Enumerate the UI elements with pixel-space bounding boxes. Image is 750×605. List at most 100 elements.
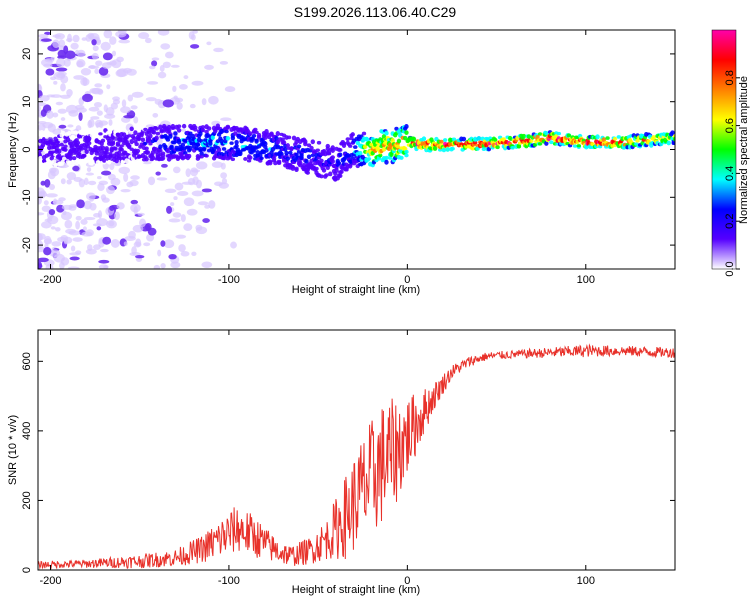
heatmap-ridge-cell xyxy=(234,139,239,145)
heatmap-ridge-cell xyxy=(285,143,291,148)
heatmap-ridge-cell xyxy=(264,147,269,153)
heatmap-ridge-cell xyxy=(221,147,227,151)
heatmap-noise-cell xyxy=(38,257,49,263)
heatmap-noise-cell xyxy=(66,179,72,185)
heatmap-noise-cell xyxy=(157,71,167,79)
heatmap-noise-cell xyxy=(202,218,210,223)
heatmap-ridge-cell xyxy=(348,144,353,148)
heatmap-ridge-cell xyxy=(48,134,53,138)
heatmap-noise-cell xyxy=(80,219,88,225)
heatmap-noise-cell xyxy=(64,50,76,59)
heatmap-ridge-cell xyxy=(404,130,409,135)
heatmap-noise-cell xyxy=(43,63,53,68)
heatmap-noise-cell xyxy=(192,176,199,186)
heatmap-ridge-cell xyxy=(389,152,394,157)
heatmap-noise-cell xyxy=(181,181,193,185)
y-tick-label: 0 xyxy=(21,146,33,152)
heatmap-noise-cell xyxy=(147,227,157,236)
heatmap-ridge-cell xyxy=(234,143,239,149)
heatmap-ridge-cell xyxy=(253,127,258,132)
heatmap-noise-cell xyxy=(160,43,171,50)
y-tick-label: 0 xyxy=(21,567,33,573)
heatmap-ridge-cell xyxy=(324,173,329,178)
heatmap-ridge-cell xyxy=(361,131,367,136)
heatmap-ridge-cell xyxy=(670,130,675,135)
heatmap-ridge-cell xyxy=(92,134,97,140)
heatmap-noise-cell xyxy=(172,166,181,174)
heatmap-noise-cell xyxy=(54,33,65,40)
heatmap-noise-cell xyxy=(157,249,162,257)
heatmap-noise-cell xyxy=(75,250,82,255)
heatmap-noise-cell xyxy=(103,30,113,39)
heatmap-noise-cell xyxy=(172,85,177,93)
y-tick-label: 600 xyxy=(21,352,33,370)
heatmap-ridge-cell xyxy=(289,146,294,152)
heatmap-noise-cell xyxy=(78,112,83,121)
heatmap-noise-cell xyxy=(82,226,87,231)
heatmap-ridge-cell xyxy=(77,134,82,139)
heatmap-ridge-cell xyxy=(154,127,159,131)
heatmap-ridge-cell xyxy=(339,169,344,175)
heatmap-noise-cell xyxy=(44,31,52,36)
heatmap-noise-cell xyxy=(38,233,43,242)
heatmap-ridge-cell xyxy=(350,132,355,137)
x-tick-label: 100 xyxy=(577,575,595,587)
snr-frame xyxy=(37,329,676,571)
heatmap-ridge-cell xyxy=(321,168,327,173)
y-tick-label: -20 xyxy=(21,237,33,253)
heatmap-ridge-cell xyxy=(166,124,172,130)
heatmap-noise-cell xyxy=(151,57,160,61)
x-tick-label: -100 xyxy=(218,575,240,587)
heatmap-noise-cell xyxy=(153,264,161,269)
heatmap-noise-cell xyxy=(166,205,173,214)
heatmap-ridge-cell xyxy=(155,131,161,136)
heatmap-noise-cell xyxy=(190,34,196,41)
colorbar-ticks: 0.0 0.2 0.4 0.6 0.8 xyxy=(724,70,740,277)
heatmap-ridge-cell xyxy=(176,124,182,129)
heatmap-noise-cell xyxy=(101,170,112,176)
heatmap-ridge-cell xyxy=(144,146,149,151)
heatmap-ridge-cell xyxy=(57,148,62,154)
heatmap-ridge-cell xyxy=(399,155,404,160)
heatmap-noise-cell xyxy=(38,102,47,107)
heatmap-ridge-cell xyxy=(225,136,231,141)
heatmap-noise-cell xyxy=(72,165,80,172)
heatmap-noise-cell xyxy=(197,201,209,206)
x-tick-label: 100 xyxy=(577,274,595,286)
chart-title: S199.2026.113.06.40.C29 xyxy=(294,4,457,20)
heatmap-ridge-cell xyxy=(285,156,291,161)
heatmap-ridge-cell xyxy=(39,129,44,135)
heatmap-noise-cell xyxy=(130,105,138,110)
heatmap-ridge-cell xyxy=(84,149,89,155)
heatmap-ridge-cell xyxy=(381,146,387,152)
y-tick-label: 200 xyxy=(21,491,33,509)
heatmap-ridge-cell xyxy=(120,159,126,164)
heatmap-noise-cell xyxy=(67,124,74,128)
heatmap-ridge-cell xyxy=(316,140,322,145)
heatmap-ridge-cell xyxy=(67,130,72,136)
heatmap-ridge-cell xyxy=(388,156,393,160)
heatmap-noise-cell xyxy=(106,185,115,195)
heatmap-ridge-cell xyxy=(225,124,231,129)
heatmap-ridge-cell xyxy=(470,145,475,151)
heatmap-ridge-cell xyxy=(145,150,151,155)
heatmap-noise-cell xyxy=(57,108,67,114)
heatmap-noise-cell xyxy=(131,91,144,98)
heatmap-noise-cell xyxy=(46,110,54,119)
heatmap-ridge-cell xyxy=(67,160,72,166)
heatmap-noise-cell xyxy=(75,215,82,221)
x-tick-label: 0 xyxy=(404,274,410,286)
heatmap-ridge-cell xyxy=(98,132,103,136)
heatmap-noise-cell xyxy=(72,34,80,43)
heatmap-ridge-cell xyxy=(381,134,387,139)
heatmap-noise-cell xyxy=(87,244,93,251)
heatmap-ridge-cell xyxy=(532,143,538,147)
heatmap-noise-cell xyxy=(43,200,49,206)
heatmap-ridge-cell xyxy=(341,143,347,148)
heatmap-noise-cell xyxy=(55,227,61,232)
heatmap-noise-cell xyxy=(168,253,177,260)
heatmap-ridge-cell xyxy=(549,140,554,145)
heatmap-noise-cell xyxy=(68,230,81,236)
